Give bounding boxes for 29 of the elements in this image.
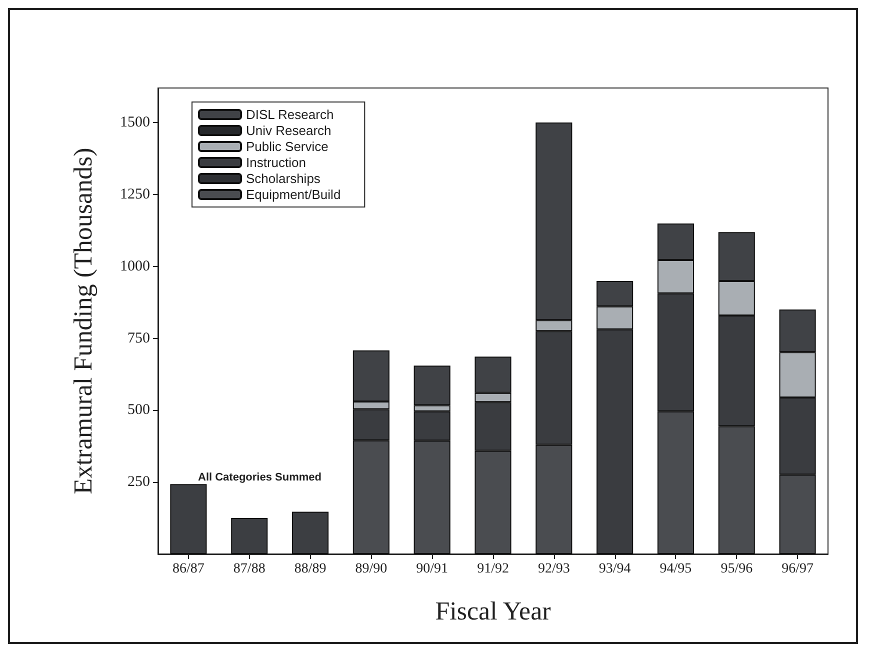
x-tick-label: 94/95	[660, 562, 692, 576]
legend-label: Public Service	[246, 139, 328, 154]
x-axis-title: Fiscal Year	[435, 596, 552, 626]
x-tick-label: 90/91	[416, 562, 448, 576]
legend-label: Scholarships	[246, 171, 321, 186]
x-tick-label: 93/94	[598, 562, 631, 576]
annotation: All Categories Summed	[198, 472, 322, 484]
x-tick-label: 95/96	[720, 562, 753, 576]
y-tick-label: 500	[128, 402, 150, 418]
x-tick-label: 96/97	[782, 562, 814, 576]
x-tick-label: 87/88	[233, 562, 266, 576]
legend-label: Instruction	[246, 155, 306, 170]
bar	[170, 484, 207, 554]
x-tick-label: 89/90	[355, 562, 388, 576]
y-tick-label: 1500	[120, 114, 150, 131]
legend-label: Univ Research	[246, 123, 332, 138]
bar	[231, 518, 268, 554]
y-axis-title: Extramural Funding (Thousands)	[68, 148, 98, 494]
bar	[292, 512, 329, 554]
x-tick-label: 88/89	[294, 562, 326, 576]
y-tick-label: 1000	[120, 258, 150, 274]
x-tick-label: 92/93	[538, 562, 570, 576]
y-tick-label: 250	[128, 474, 150, 490]
legend-label: DISL Research	[246, 107, 334, 122]
y-tick-label: 1250	[120, 186, 150, 202]
x-tick-label: 91/92	[477, 562, 509, 576]
x-tick-label: 86/87	[172, 562, 204, 576]
y-tick-label: 750	[128, 330, 150, 346]
legend-label: Equipment/Build	[246, 187, 341, 202]
